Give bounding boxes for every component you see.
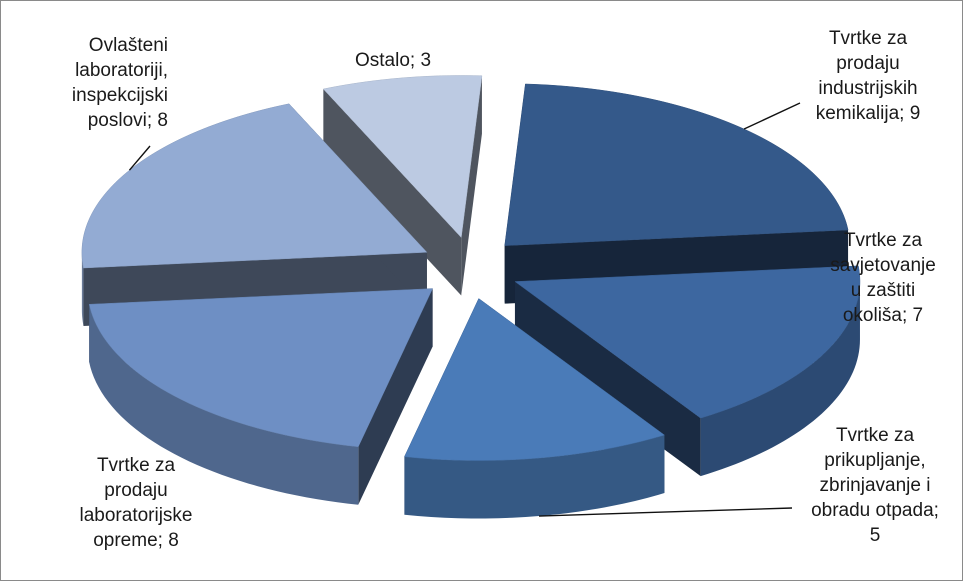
data-label-laboratorijska-oprema: Tvrtke za prodaju laboratorijske opreme;…	[79, 455, 193, 551]
pie-slice-wall-ostalo-0	[323, 88, 462, 296]
data-label-ovlasteni-laboratoriji: Ovlašteni laboratoriji, inspekcijski pos…	[71, 35, 168, 131]
pie-slice-rim-savjetovanje-0	[700, 281, 860, 477]
data-label-savjetovanje: Tvrtke za savjetovanje u zaštiti okoliša…	[830, 230, 936, 326]
pie-slice-laboratorijska-oprema	[88, 288, 433, 505]
pie-slice-savjetovanje	[514, 265, 861, 477]
pie-slice-wall-ostalo-1	[461, 75, 482, 296]
pie-slice-top-industrijske-kemikalije	[504, 83, 849, 246]
leader-line-ovlasteni-laboratoriji	[128, 145, 151, 171]
data-label-industrijske-kemikalije: Tvrtke za prodaju industrijskih kemikali…	[815, 28, 921, 124]
pie-slice-rim-laboratorijska-oprema-0	[89, 304, 359, 505]
leader-line-industrijske-kemikalije	[743, 102, 801, 130]
pie-slice-top-laboratorijska-oprema	[88, 288, 433, 448]
pie-slice-top-otpad	[404, 298, 665, 461]
data-label-otpad: Tvrtke za prikupljanje, zbrinjavanje i o…	[811, 425, 939, 546]
leader-line-otpad	[538, 507, 793, 517]
pie-slice-top-ostalo	[322, 75, 483, 239]
data-label-ostalo: Ostalo; 3	[355, 50, 432, 71]
pie-slice-rim-ovlasteni-laboratoriji-0	[81, 252, 84, 326]
pie-slice-top-ovlasteni-laboratoriji	[81, 103, 428, 269]
pie-slice-otpad	[404, 298, 665, 519]
pie-slice-top-savjetovanje	[514, 265, 861, 419]
pie-slice-rim-otpad-0	[404, 435, 665, 519]
pie-slice-ostalo	[322, 75, 483, 296]
pie-slices	[81, 75, 861, 519]
